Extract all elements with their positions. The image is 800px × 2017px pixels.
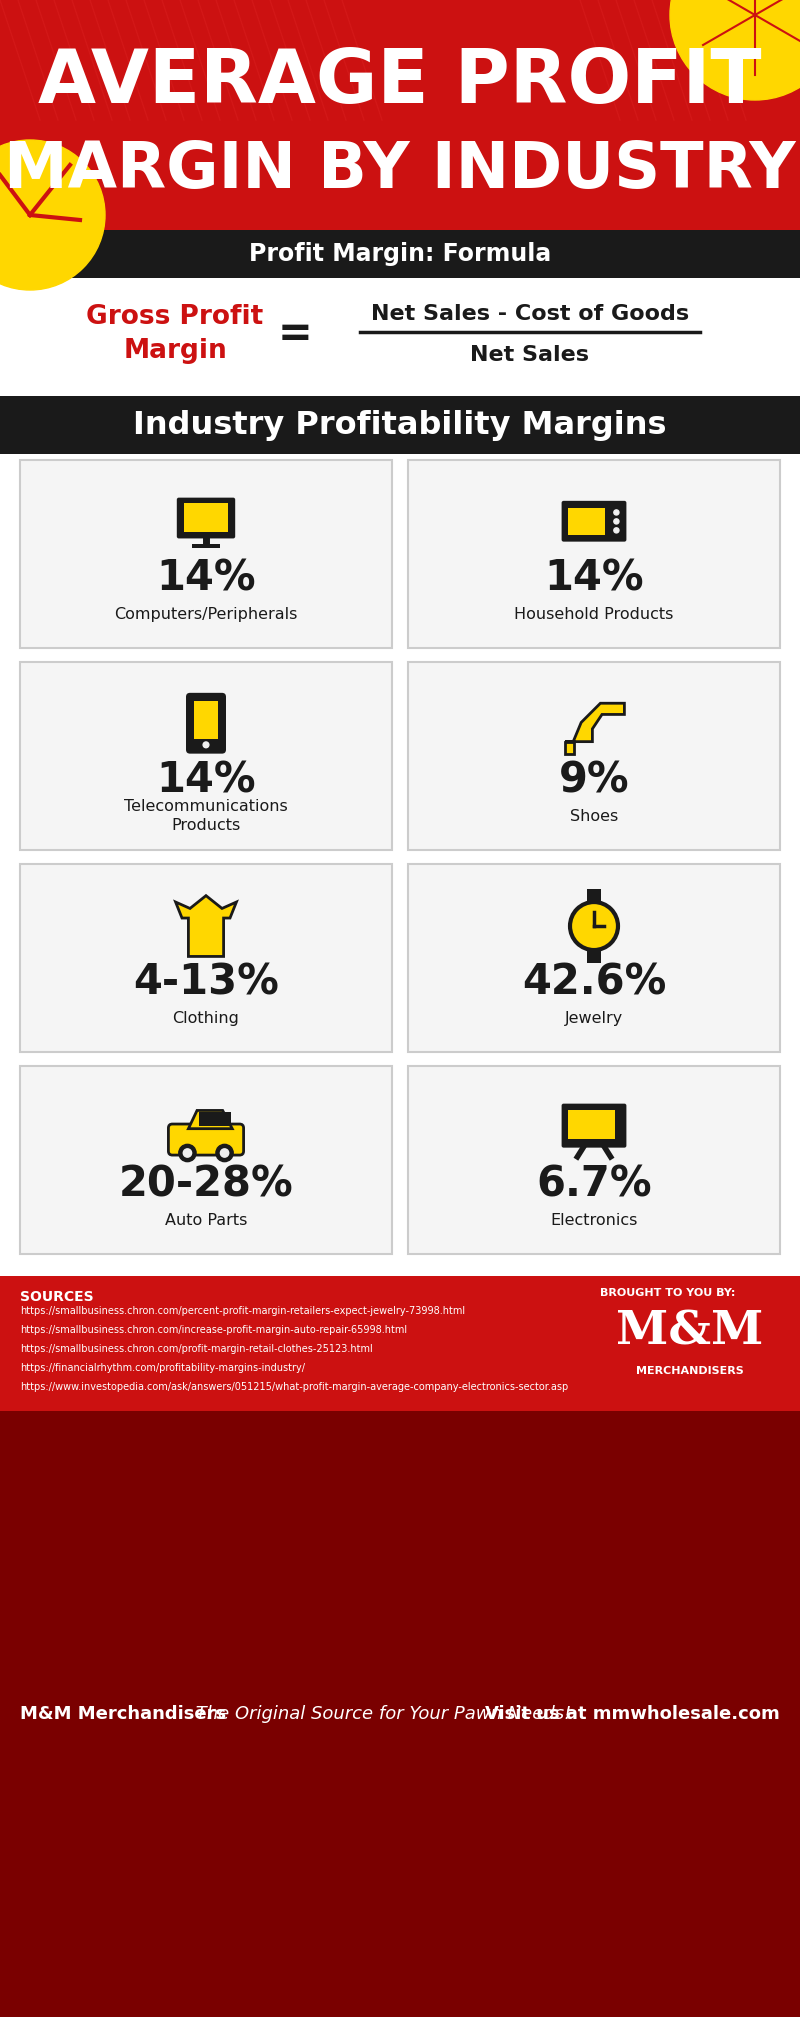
Circle shape [221,1150,229,1158]
Circle shape [570,902,618,950]
Bar [0,0,800,230]
Text: SOURCES: SOURCES [20,1291,94,1305]
Text: Industry Profitability Margins: Industry Profitability Margins [134,409,666,440]
Text: M&M Merchandisers: M&M Merchandisers [20,1704,226,1723]
Text: Auto Parts: Auto Parts [165,1212,247,1228]
Polygon shape [565,742,574,754]
FancyBboxPatch shape [177,498,235,539]
Circle shape [178,1144,196,1162]
Bar [20,460,392,647]
Bar [408,460,780,647]
Bar [20,863,392,1053]
Polygon shape [189,1111,232,1130]
Bar [408,1067,780,1255]
Bar [194,702,218,740]
Text: The Original Source for Your Pawn Needs!: The Original Source for Your Pawn Needs! [190,1704,571,1723]
Text: https://smallbusiness.chron.com/increase-profit-margin-auto-repair-65998.html: https://smallbusiness.chron.com/increase… [20,1325,407,1335]
Bar [0,278,800,395]
FancyBboxPatch shape [169,1123,244,1156]
Bar [408,662,780,849]
Text: Gross Profit
Margin: Gross Profit Margin [86,305,264,363]
Circle shape [614,528,619,532]
FancyBboxPatch shape [186,694,226,754]
Text: 14%: 14% [156,557,256,599]
Text: MARGIN BY INDUSTRY: MARGIN BY INDUSTRY [4,139,796,202]
Text: M&M: M&M [616,1307,764,1353]
Polygon shape [176,896,237,956]
Text: Visit us at mmwholesale.com: Visit us at mmwholesale.com [486,1704,780,1723]
Bar [0,230,800,278]
Polygon shape [565,704,624,742]
Bar [0,1412,800,2017]
Circle shape [614,518,619,524]
Text: Net Sales - Cost of Goods: Net Sales - Cost of Goods [371,305,689,325]
Bar [587,889,601,906]
Text: 42.6%: 42.6% [522,962,666,1002]
Text: https://smallbusiness.chron.com/percent-profit-margin-retailers-expect-jewelry-7: https://smallbusiness.chron.com/percent-… [20,1305,465,1315]
Bar [568,1109,614,1140]
Text: =: = [278,313,312,355]
Text: Net Sales: Net Sales [470,345,590,365]
Text: 14%: 14% [156,760,256,801]
Bar [192,545,221,549]
Text: Electronics: Electronics [550,1212,638,1228]
Bar [408,863,780,1053]
Circle shape [216,1144,234,1162]
Text: Household Products: Household Products [514,607,674,621]
Text: 20-28%: 20-28% [118,1164,294,1206]
FancyBboxPatch shape [562,500,626,543]
Text: Profit Margin: Formula: Profit Margin: Formula [249,242,551,266]
Circle shape [670,0,800,101]
Text: 4-13%: 4-13% [133,962,279,1002]
Text: Telecommunications
Products: Telecommunications Products [124,799,288,833]
Circle shape [614,510,619,514]
Text: Computers/Peripherals: Computers/Peripherals [114,607,298,621]
Bar [568,508,605,535]
Text: BROUGHT TO YOU BY:: BROUGHT TO YOU BY: [600,1289,735,1299]
Text: AVERAGE PROFIT: AVERAGE PROFIT [38,46,762,119]
Text: MERCHANDISERS: MERCHANDISERS [636,1366,744,1376]
Text: Jewelry: Jewelry [565,1011,623,1027]
FancyBboxPatch shape [562,1103,626,1148]
Bar [587,946,601,962]
Text: 9%: 9% [558,760,630,801]
Text: Shoes: Shoes [570,809,618,823]
Text: https://financialrhythm.com/profitability-margins-industry/: https://financialrhythm.com/profitabilit… [20,1363,305,1374]
Bar [0,1277,800,1412]
Bar [0,395,800,454]
Text: Clothing: Clothing [173,1011,239,1027]
Text: 14%: 14% [544,557,644,599]
Text: https://smallbusiness.chron.com/profit-margin-retail-clothes-25123.html: https://smallbusiness.chron.com/profit-m… [20,1343,373,1353]
Bar [20,1067,392,1255]
Text: https://www.investopedia.com/ask/answers/051215/what-profit-margin-average-compa: https://www.investopedia.com/ask/answers… [20,1382,568,1392]
Bar [20,662,392,849]
Bar [199,1111,231,1125]
Circle shape [203,742,209,748]
Circle shape [183,1150,192,1158]
Circle shape [0,139,105,290]
Text: 6.7%: 6.7% [536,1164,652,1206]
Bar [184,504,229,532]
